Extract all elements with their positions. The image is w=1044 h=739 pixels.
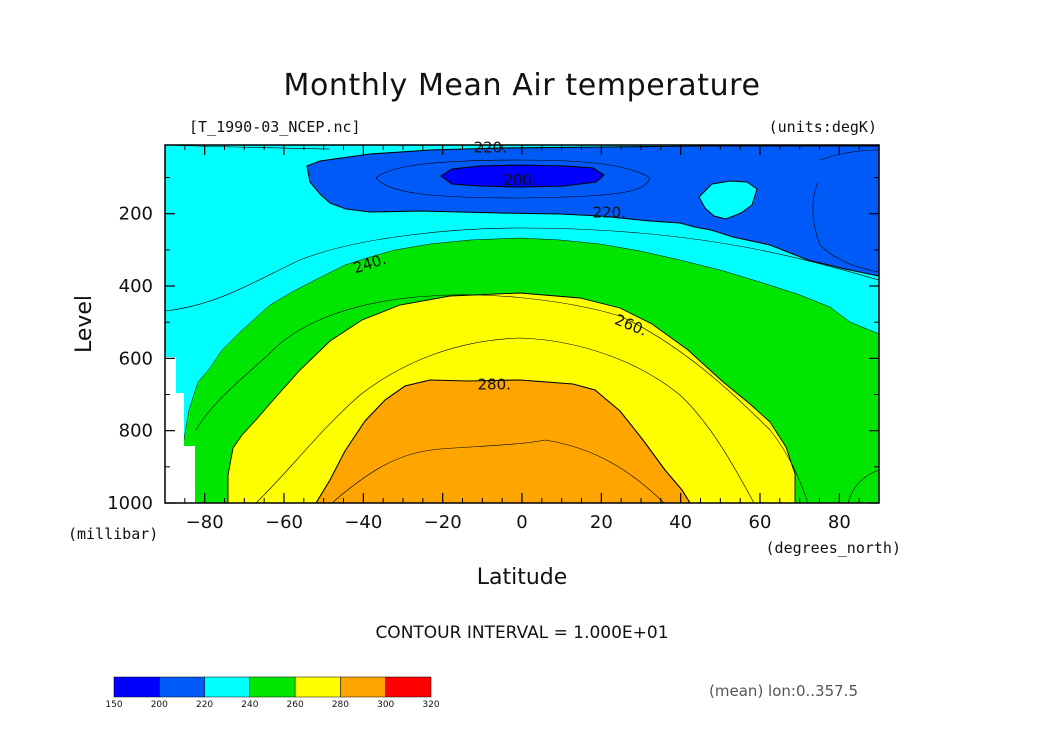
chart-title-group: Monthly Mean Air temperature [T_1990-03_… [189,68,877,136]
contour-label-1: 220. [474,139,507,157]
colorbar-label-200: 200 [151,700,168,710]
chart-title: Monthly Mean Air temperature [283,68,760,103]
x-tick-label-20: 20 [590,512,613,533]
units-label: (units:degK) [769,118,877,136]
colorbar-label-220: 220 [196,700,213,710]
contour-label-6: 280. [478,375,511,393]
x-tick-label-0: 0 [516,512,527,533]
colorbar-swatch-220 [204,676,251,698]
region-below-200 [440,164,605,188]
colorbar-swatch-300 [385,676,432,698]
x-tick-label--20: −20 [424,512,462,533]
contour-line-4 [331,439,665,504]
y-tick-label-400: 400 [119,276,153,297]
y-units-label: (millibar) [68,525,158,543]
y-axis-title: Level [72,295,97,353]
x-tick-label-80: 80 [828,512,851,533]
axis-labels: Latitude Level (degrees_north) (millibar… [68,295,901,590]
x-tick-label-60: 60 [749,512,772,533]
y-tick-label-800: 800 [119,421,153,442]
colorbar-label-150: 150 [105,700,122,710]
colorbar-swatch-200 [159,676,205,698]
colorbar-swatch-240 [249,676,296,698]
region-280-300 [315,379,691,504]
colorbar-label-280: 280 [332,700,349,710]
contour-label-3: 220. [593,204,626,222]
missing-data-region [165,357,195,503]
y-tick-label-200: 200 [119,204,153,225]
contour-line-3 [255,337,755,504]
contour-interval: CONTOUR INTERVAL = 1.000E+01 [375,623,668,643]
axes: −80 −60 −40 −20 0 20 40 60 80 200 400 600 800 1000 [107,144,880,533]
colorbar-label-260: 260 [287,700,304,710]
colorbar-swatch-280 [340,676,386,698]
colorbar-swatch-260 [294,676,341,698]
contour-line-2 [195,294,809,504]
x-tick-label--40: −40 [344,512,382,533]
contour-line-6 [812,181,880,273]
source-label: [T_1990-03_NCEP.nc] [189,118,361,136]
colorbar-swatch-150 [113,676,160,698]
plot-area [164,144,880,504]
contour-line-7 [819,149,880,161]
y-tick-label-600: 600 [119,348,153,369]
contour-label-2: 200. [503,171,536,189]
x-axis-title: Latitude [477,565,568,590]
contour-line-5 [375,159,651,199]
contour-line-8 [847,469,880,504]
y-tick-label-1000: 1000 [107,493,153,514]
x-units-label: (degrees_north) [766,539,901,557]
colorbar-label-240: 240 [241,700,258,710]
colorbar: 150 200 220 240 260 280 300 320 [105,676,440,710]
warm-pocket-region [698,180,758,220]
contour-line-1 [164,227,880,312]
x-tick-label-40: 40 [669,512,692,533]
x-tick-label--80: −80 [186,512,224,533]
colorbar-label-300: 300 [377,700,394,710]
x-tick-label--60: −60 [265,512,303,533]
mean-note: (mean) lon:0..357.5 [709,682,858,700]
colorbar-label-320: 320 [422,700,439,710]
